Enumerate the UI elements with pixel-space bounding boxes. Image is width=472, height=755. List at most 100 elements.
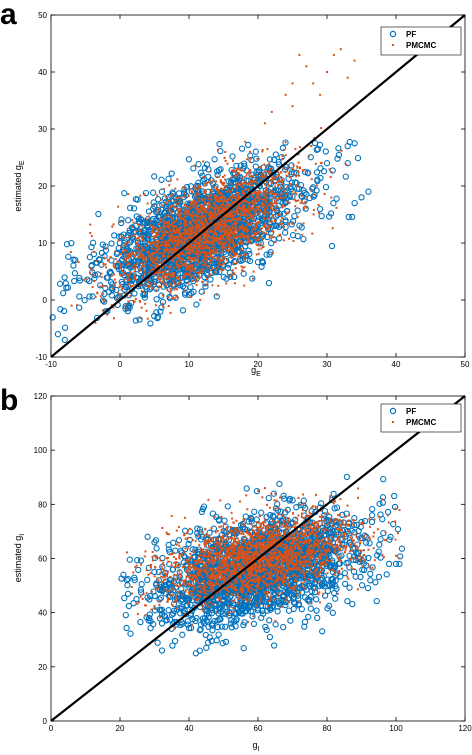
data-point-pmcmc	[226, 200, 229, 202]
data-point-pmcmc	[197, 230, 200, 233]
data-point-pmcmc	[228, 239, 231, 242]
data-point-pmcmc	[287, 222, 290, 225]
data-point-pmcmc	[209, 273, 212, 276]
data-point-pmcmc	[124, 253, 127, 256]
data-point-pmcmc	[210, 191, 213, 193]
data-point-pmcmc	[203, 233, 206, 235]
data-point-pmcmc	[144, 261, 147, 264]
data-point-pmcmc	[246, 158, 249, 161]
data-point-pmcmc	[159, 257, 162, 260]
data-point-pmcmc	[277, 197, 280, 200]
data-point-pmcmc	[282, 239, 285, 242]
data-point-pmcmc	[141, 239, 144, 241]
data-point-pf	[60, 289, 67, 297]
data-point-pmcmc	[149, 269, 152, 272]
data-point-pmcmc	[310, 145, 313, 147]
data-point-pmcmc	[227, 244, 230, 247]
data-point-pmcmc	[169, 273, 172, 276]
data-point-pmcmc	[219, 260, 222, 263]
panel-a-legend-pmcmc: PMCMC	[406, 41, 436, 50]
data-point-pmcmc	[223, 156, 226, 159]
data-point-pmcmc	[198, 238, 201, 241]
data-point-pmcmc	[309, 172, 312, 175]
data-point-pmcmc	[140, 237, 143, 240]
data-point-pmcmc	[176, 228, 179, 231]
data-point-pmcmc	[137, 256, 139, 259]
data-point-pmcmc	[164, 234, 167, 236]
data-point-pmcmc	[202, 237, 205, 240]
data-point-pmcmc	[289, 183, 292, 185]
data-point-pmcmc	[220, 181, 223, 184]
data-point-pmcmc	[189, 244, 192, 247]
data-point-pmcmc	[219, 192, 222, 195]
data-point-pmcmc	[273, 193, 275, 196]
data-point-pmcmc	[123, 272, 125, 274]
data-point-pmcmc	[225, 282, 228, 285]
data-point-pmcmc	[158, 207, 161, 210]
data-point-pmcmc	[143, 269, 146, 272]
data-point-pmcmc	[252, 206, 255, 208]
data-point-pmcmc	[184, 211, 187, 214]
data-point-pmcmc	[263, 122, 266, 125]
data-point-pmcmc	[164, 255, 167, 258]
data-point-pmcmc	[200, 218, 203, 221]
y-tick-label: 50	[38, 11, 47, 20]
data-point-pmcmc	[168, 199, 171, 202]
data-point-pmcmc	[133, 234, 136, 237]
data-point-pmcmc	[191, 218, 194, 221]
data-point-pmcmc	[230, 212, 233, 215]
data-point-pmcmc	[160, 198, 163, 201]
data-point-pmcmc	[167, 231, 170, 234]
data-point-pmcmc	[123, 257, 126, 260]
data-point-pmcmc	[238, 219, 241, 222]
data-point-pmcmc	[194, 164, 197, 167]
data-point-pmcmc	[232, 201, 235, 204]
data-point-pmcmc	[146, 236, 149, 239]
data-point-pmcmc	[152, 259, 155, 262]
data-point-pmcmc	[197, 208, 199, 211]
data-point-pmcmc	[281, 158, 284, 160]
data-point-pmcmc	[168, 249, 171, 252]
data-point-pmcmc	[234, 223, 237, 226]
data-point-pmcmc	[157, 223, 160, 226]
data-point-pmcmc	[236, 194, 239, 197]
data-point-pmcmc	[238, 237, 241, 240]
data-point-pmcmc	[165, 247, 168, 250]
data-point-pmcmc	[136, 230, 139, 233]
data-point-pmcmc	[175, 260, 178, 263]
data-point-pmcmc	[117, 239, 120, 242]
data-point-pmcmc	[232, 240, 235, 243]
data-point-pmcmc	[206, 246, 209, 249]
data-point-pmcmc	[207, 252, 210, 255]
data-point-pmcmc	[173, 245, 176, 248]
data-point-pmcmc	[131, 285, 134, 287]
data-point-pmcmc	[216, 266, 219, 269]
data-point-pmcmc	[301, 233, 304, 236]
data-point-pmcmc	[192, 214, 195, 217]
data-point-pmcmc	[170, 216, 172, 218]
data-point-pmcmc	[205, 209, 208, 212]
data-point-pmcmc	[161, 271, 164, 274]
data-point-pmcmc	[200, 251, 203, 254]
data-point-pmcmc	[262, 193, 265, 196]
data-point-pmcmc	[223, 178, 226, 181]
data-point-pmcmc	[265, 205, 268, 208]
data-point-pf	[125, 217, 132, 224]
data-point-pmcmc	[274, 202, 276, 205]
data-point-pmcmc	[193, 243, 196, 246]
data-point-pmcmc	[127, 300, 130, 303]
data-point-pmcmc	[190, 236, 193, 239]
data-point-pmcmc	[155, 235, 158, 237]
data-point-pmcmc	[242, 237, 245, 240]
data-point-pmcmc	[247, 223, 249, 226]
data-point-pmcmc	[203, 247, 206, 249]
data-point-pmcmc	[198, 216, 201, 219]
data-point-pmcmc	[183, 273, 186, 276]
data-point-pmcmc	[190, 260, 193, 263]
data-point-pmcmc	[255, 221, 258, 224]
x-tick-label: 30	[323, 360, 332, 369]
data-point-pmcmc	[280, 196, 283, 199]
data-point-pmcmc	[198, 276, 201, 279]
data-point-pmcmc	[158, 285, 161, 288]
data-point-pmcmc	[171, 232, 174, 235]
